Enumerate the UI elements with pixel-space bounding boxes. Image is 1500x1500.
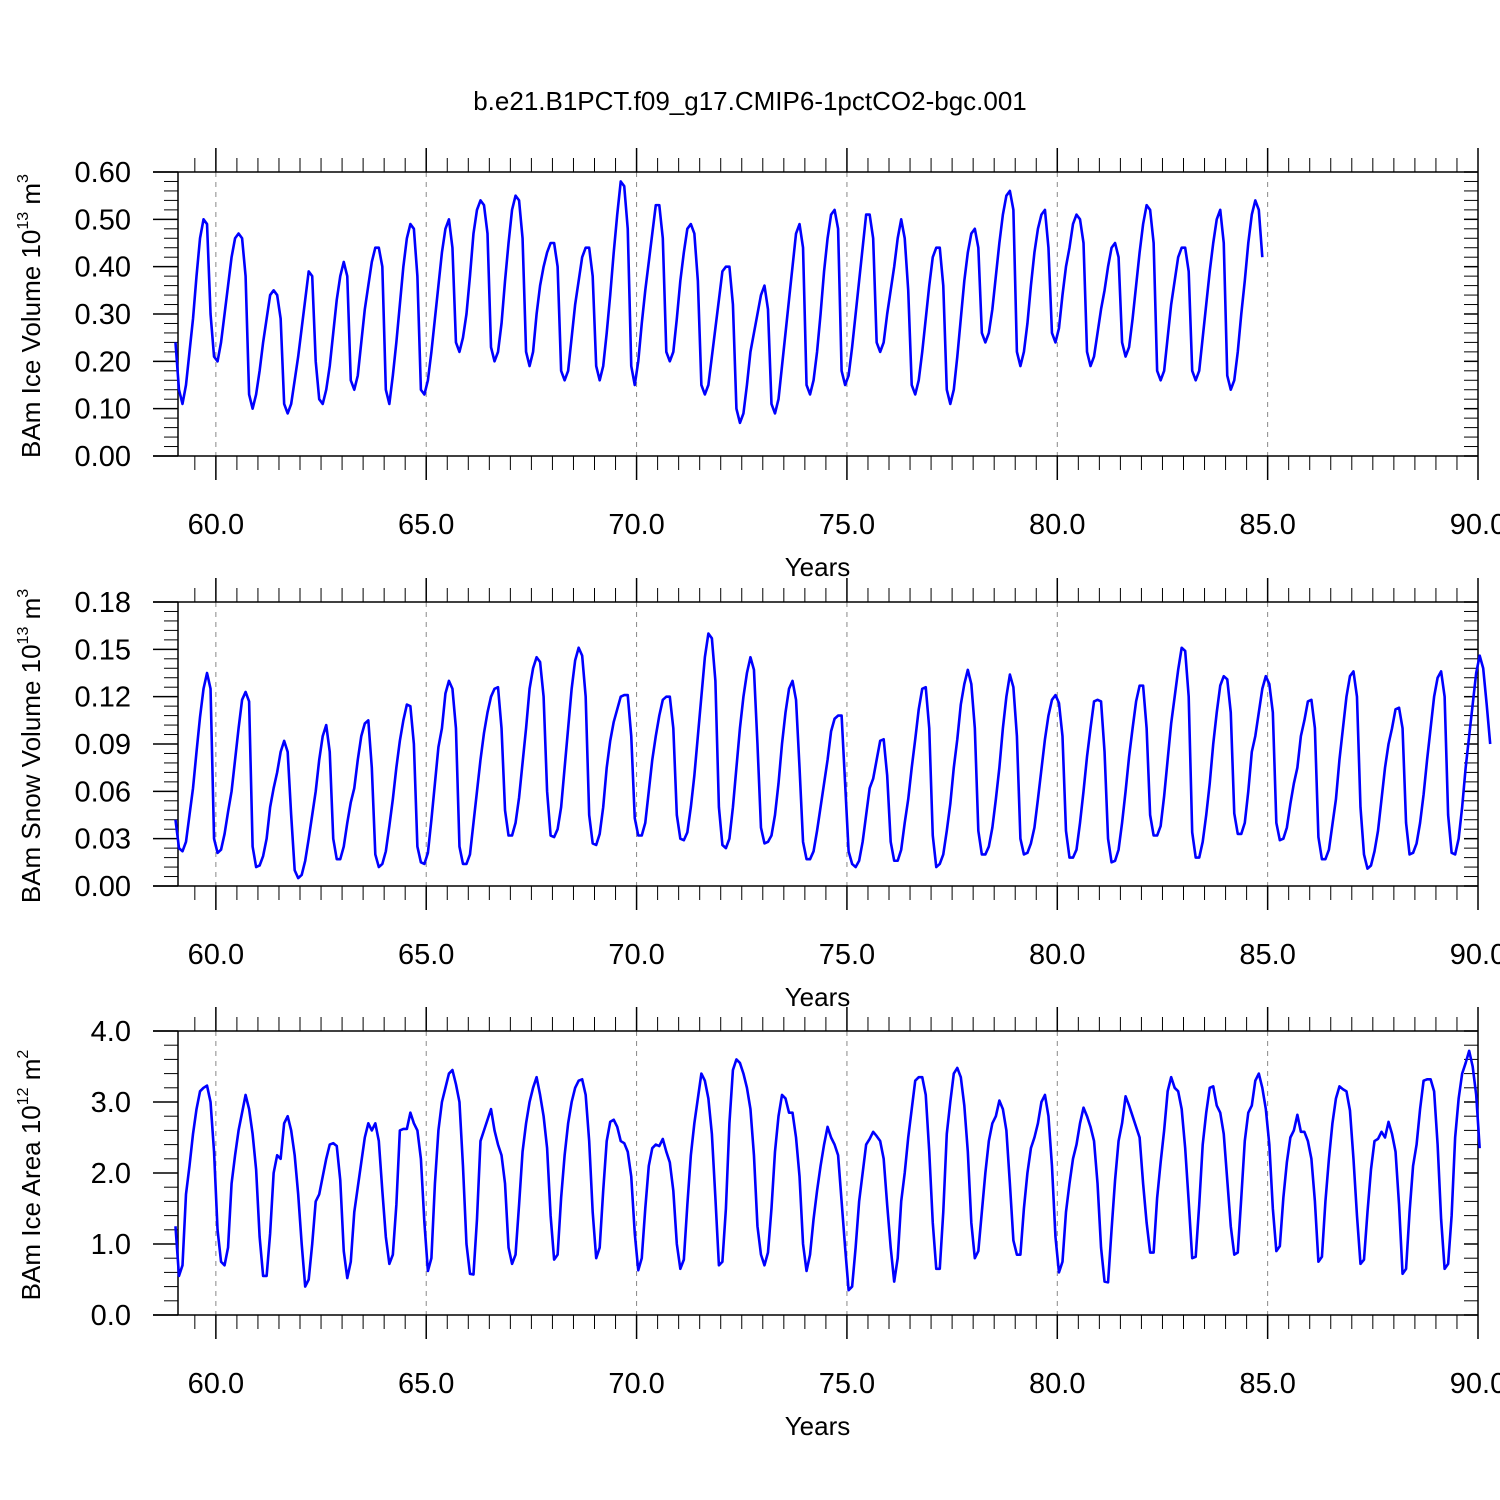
panel-2: 0.00 0.03 0.06 0.09 0.12 0.15 0.18 60.0 65.0 70.0… bbox=[15, 578, 1500, 1012]
y-tick-label: 0.12 bbox=[75, 682, 131, 714]
y-tick-label: 0.30 bbox=[75, 299, 131, 331]
x-tick-label: 65.0 bbox=[398, 509, 454, 541]
x-tick-label: 90.0 bbox=[1450, 509, 1500, 541]
x-tick-label: 60.0 bbox=[188, 509, 244, 541]
x-axis-title: Years bbox=[785, 552, 851, 582]
panel-3: 0.0 1.0 2.0 3.0 4.0 60.0 65.0 70.0 75.0 80.0 85.0 9… bbox=[15, 1007, 1500, 1441]
series-line-1 bbox=[174, 1049, 1481, 1292]
y-tick-label: 2.0 bbox=[91, 1158, 131, 1190]
x-tick-label: 65.0 bbox=[398, 939, 454, 971]
series-line-1 bbox=[174, 632, 1492, 880]
y-tick-label: 3.0 bbox=[91, 1087, 131, 1119]
x-tick-label: 90.0 bbox=[1450, 939, 1500, 971]
y-tick-label: 0.50 bbox=[75, 204, 131, 236]
y-tick-label: 4.0 bbox=[91, 1016, 131, 1048]
x-tick-label: 60.0 bbox=[188, 939, 244, 971]
y-tick-label: 1.0 bbox=[91, 1229, 131, 1261]
x-tick-label: 80.0 bbox=[1029, 1368, 1085, 1400]
y-tick-label: 0.40 bbox=[75, 252, 131, 284]
x-axis-title: Years bbox=[785, 982, 851, 1012]
y-tick-label: 0.00 bbox=[75, 871, 131, 903]
y-tick-label: 0.60 bbox=[75, 157, 131, 189]
figure-title: b.e21.B1PCT.f09_g17.CMIP6-1pctCO2-bgc.00… bbox=[473, 86, 1027, 116]
y-tick-label: 0.18 bbox=[75, 587, 131, 619]
x-tick-label: 80.0 bbox=[1029, 509, 1085, 541]
x-tick-label: 85.0 bbox=[1239, 509, 1295, 541]
x-tick-label: 85.0 bbox=[1239, 939, 1295, 971]
y-tick-label: 0.06 bbox=[75, 776, 131, 808]
x-tick-label: 75.0 bbox=[819, 1368, 875, 1400]
x-tick-label: 75.0 bbox=[819, 939, 875, 971]
y-tick-label: 0.03 bbox=[75, 824, 131, 856]
x-tick-label: 75.0 bbox=[819, 509, 875, 541]
y-tick-label: 0.10 bbox=[75, 394, 131, 426]
y-tick-label: 0.20 bbox=[75, 346, 131, 378]
x-axis-title: Years bbox=[785, 1411, 851, 1441]
panel-1: 0.00 0.10 0.20 0.30 0.40 0.50 0.60 60.0 65.0 70.0… bbox=[15, 148, 1500, 582]
y-axis-title: BAm Ice Area 1012 m2 bbox=[15, 1050, 46, 1301]
y-axis-title: BAm Ice Volume 1013 m3 bbox=[15, 174, 46, 458]
y-axis-title: BAm Snow Volume 1013 m3 bbox=[15, 589, 46, 903]
y-tick-label: 0.0 bbox=[91, 1300, 131, 1332]
x-tick-label: 85.0 bbox=[1239, 1368, 1295, 1400]
y-tick-label: 0.00 bbox=[75, 441, 131, 473]
x-tick-label: 70.0 bbox=[608, 509, 664, 541]
x-tick-label: 60.0 bbox=[188, 1368, 244, 1400]
x-tick-label: 70.0 bbox=[608, 939, 664, 971]
x-tick-label: 90.0 bbox=[1450, 1368, 1500, 1400]
x-tick-label: 70.0 bbox=[608, 1368, 664, 1400]
x-tick-label: 65.0 bbox=[398, 1368, 454, 1400]
y-tick-label: 0.15 bbox=[75, 634, 131, 666]
y-tick-label: 0.09 bbox=[75, 729, 131, 761]
series-line-1 bbox=[174, 180, 1264, 425]
x-tick-label: 80.0 bbox=[1029, 939, 1085, 971]
